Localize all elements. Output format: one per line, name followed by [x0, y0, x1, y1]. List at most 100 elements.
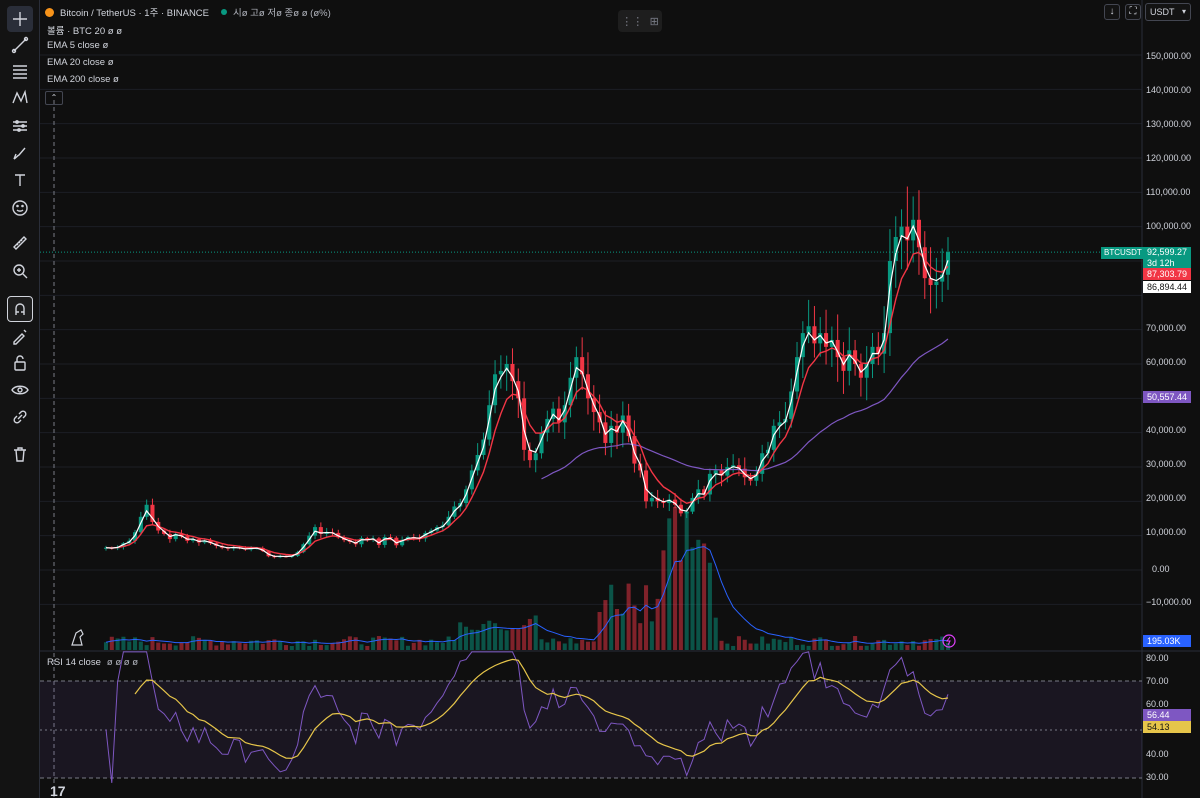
volume-bar	[754, 643, 759, 650]
ruler-icon[interactable]	[7, 230, 33, 256]
volume-bar	[260, 643, 265, 650]
volume-bar	[882, 639, 887, 650]
volume-bar	[185, 642, 190, 650]
volume-bar	[498, 629, 503, 650]
text-icon[interactable]	[7, 167, 33, 193]
ema200-line	[541, 338, 949, 480]
volume-bar	[313, 639, 318, 650]
eye-icon[interactable]	[7, 377, 33, 403]
fib-icon[interactable]	[7, 58, 33, 84]
volume-bar	[742, 639, 747, 650]
lock-icon[interactable]	[7, 350, 33, 376]
volume-bar	[928, 638, 933, 650]
candle-body	[725, 467, 730, 476]
candle-body	[498, 370, 503, 375]
volume-bar	[214, 645, 219, 650]
collapse-legend-button[interactable]: ⌃	[45, 91, 63, 105]
candle-body	[760, 453, 765, 474]
fullscreen-icon[interactable]: ⛶	[1125, 4, 1141, 20]
candle-body	[400, 539, 405, 546]
candle-body	[644, 470, 649, 502]
volume-bar	[864, 645, 869, 650]
currency-select[interactable]: USDT	[1145, 3, 1191, 21]
volume-bar	[649, 621, 654, 650]
lock-drawing-icon[interactable]	[7, 323, 33, 349]
magnet-icon[interactable]	[7, 296, 33, 322]
link-icon[interactable]	[7, 404, 33, 430]
symbol-title[interactable]: Bitcoin / TetherUS · 1주 · BINANCE	[60, 8, 209, 19]
volume-bar	[585, 641, 591, 650]
candle-body	[824, 333, 829, 347]
emoji-icon[interactable]	[7, 195, 33, 221]
volume-bar	[556, 641, 561, 650]
volume-bar	[342, 639, 347, 650]
volume-bar	[545, 642, 550, 650]
volume-bar	[336, 641, 341, 650]
volume-bar	[301, 641, 306, 650]
candle-body	[719, 470, 724, 476]
scroll-down-icon[interactable]: ↓	[1104, 4, 1120, 20]
rsi-ma-value-tag: 54.13	[1143, 721, 1191, 733]
chart-canvas[interactable]: 17	[40, 0, 1200, 798]
candle-body	[928, 278, 933, 286]
volume-bar	[266, 640, 271, 650]
candle-body	[585, 374, 591, 399]
brush-icon[interactable]	[7, 140, 33, 166]
candle-body	[632, 436, 637, 464]
pattern-icon[interactable]	[7, 85, 33, 111]
crosshair-icon[interactable]	[7, 6, 33, 32]
volume-bar	[702, 543, 707, 650]
trendline-icon[interactable]	[7, 32, 33, 58]
dino-icon	[71, 629, 84, 646]
volume-ma-line	[105, 546, 949, 644]
ema20-legend[interactable]: EMA 20 close ø	[47, 57, 114, 68]
volume-bar	[899, 641, 904, 650]
volume-bar	[405, 645, 410, 650]
price-tick: 100,000.00	[1146, 221, 1192, 231]
volume-bar	[876, 640, 881, 650]
candle-body	[179, 533, 184, 537]
candle-body	[690, 497, 695, 512]
candle-body	[649, 497, 654, 502]
forecast-icon[interactable]	[7, 113, 33, 139]
volume-bar	[870, 643, 875, 650]
volume-bar	[887, 644, 892, 650]
candle-body	[882, 333, 887, 354]
candle-body	[556, 408, 561, 423]
volume-legend[interactable]: 볼륨 · BTC 20 ø ø	[47, 26, 123, 37]
candle-body	[742, 468, 747, 478]
symbol-price-tag: BTCUSDT	[1101, 247, 1145, 259]
candle-body	[359, 538, 364, 545]
volume-bar	[156, 642, 161, 650]
candle-body	[133, 532, 138, 541]
ema5-legend[interactable]: EMA 5 close ø	[47, 40, 109, 51]
candle-body	[818, 333, 823, 344]
ema20-price-tag: 87,303.79	[1143, 268, 1191, 280]
rsi-tick: 30.00	[1146, 772, 1169, 782]
volume-bar	[237, 642, 242, 650]
volume-bar	[382, 637, 387, 650]
price-tick: 130,000.00	[1146, 119, 1192, 129]
zoom-icon[interactable]	[7, 258, 33, 284]
layout-toggle-button[interactable]: ⋮⋮ ⊞	[618, 10, 662, 32]
volume-bar	[202, 639, 207, 650]
candle-body	[812, 326, 817, 344]
rsi-tick: 70.00	[1146, 676, 1169, 686]
volume-bar	[295, 641, 300, 650]
bar-countdown: 3d 12h	[1147, 258, 1175, 268]
volume-bar	[144, 645, 149, 650]
price-tick: 60,000.00	[1146, 357, 1187, 367]
flash-icon[interactable]	[942, 634, 956, 648]
rsi-tick: 40.00	[1146, 749, 1169, 759]
volume-bar	[376, 636, 381, 650]
volume-bar	[400, 636, 405, 650]
ema200-legend[interactable]: EMA 200 close ø	[47, 74, 119, 85]
candle-body	[945, 252, 951, 275]
volume-bar	[208, 640, 213, 650]
candle-body	[713, 470, 718, 474]
rsi-legend[interactable]: RSI 14 close ø ø ø ø	[47, 657, 138, 668]
volume-bar	[794, 645, 800, 650]
volume-bar	[626, 583, 631, 650]
volume-bar	[574, 643, 579, 650]
trash-icon[interactable]	[7, 441, 33, 467]
